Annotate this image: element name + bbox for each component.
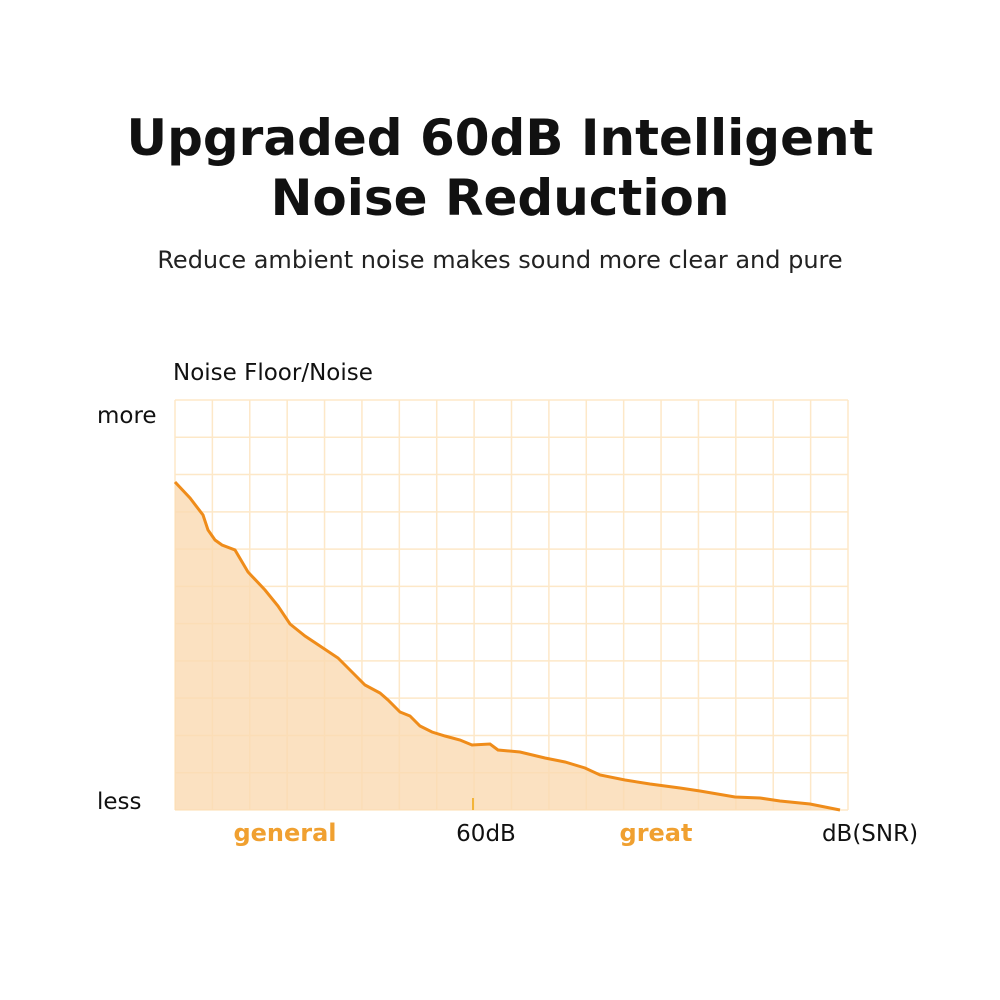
y-bottom-label: less (97, 789, 142, 815)
x-axis-label: dB(SNR) (822, 821, 918, 847)
title-line: Upgraded 60dB Intelligent (127, 109, 874, 167)
x-label-great: great (620, 819, 693, 847)
noise-area (175, 482, 840, 810)
noise-curve (173, 480, 841, 812)
x-label-general: general (233, 819, 336, 847)
y-top-label: more (97, 403, 157, 429)
subtitle: Reduce ambient noise makes sound more cl… (157, 246, 842, 274)
y-axis-label: Noise Floor/Noise (173, 360, 373, 386)
x-label-60db: 60dB (456, 821, 516, 847)
title-line: Noise Reduction (271, 169, 730, 227)
